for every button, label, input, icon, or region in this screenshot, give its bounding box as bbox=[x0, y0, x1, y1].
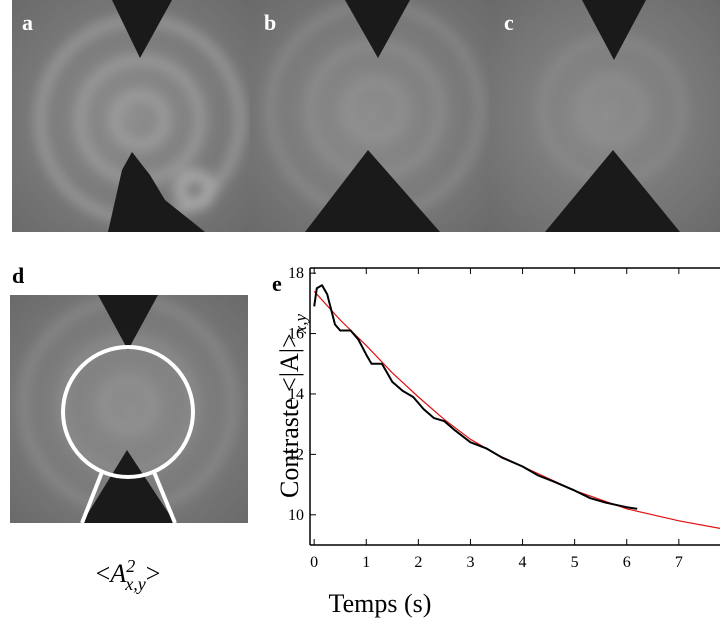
y-tick-label: 16 bbox=[288, 326, 304, 343]
average-label: <A2 x,y> bbox=[96, 556, 161, 594]
panel-label: b bbox=[264, 10, 276, 35]
photo-c bbox=[490, 0, 720, 232]
y-tick-label: 18 bbox=[288, 265, 304, 282]
y-tick-label: 12 bbox=[288, 446, 304, 463]
subscript: x,y bbox=[124, 574, 145, 594]
x-tick-label: 4 bbox=[519, 554, 527, 571]
photo-a bbox=[12, 0, 250, 232]
x-tick-label: 1 bbox=[362, 554, 370, 571]
symbol: A bbox=[108, 559, 126, 588]
data-line bbox=[313, 290, 720, 529]
panel-label: e bbox=[272, 271, 282, 296]
y-label-text: Contraste <|A|> bbox=[275, 333, 304, 498]
y-label-sub: x,y bbox=[291, 314, 310, 335]
y-tick-label: 10 bbox=[288, 507, 304, 524]
data-line bbox=[313, 284, 638, 510]
bracket: > bbox=[146, 559, 161, 588]
x-tick-label: 5 bbox=[571, 554, 579, 571]
superscript: 2 bbox=[126, 556, 135, 576]
x-tick-label: 0 bbox=[310, 554, 318, 571]
panel-label: a bbox=[22, 10, 33, 35]
y-tick-label: 14 bbox=[288, 386, 304, 403]
y-axis-label: Contraste <|A|>x,y bbox=[275, 314, 310, 498]
panel-label: d bbox=[12, 263, 24, 288]
x-tick-label: 2 bbox=[414, 554, 422, 571]
x-tick-label: 7 bbox=[675, 554, 683, 571]
panel-label: c bbox=[504, 10, 514, 35]
photo-b bbox=[250, 0, 490, 232]
x-tick-label: 6 bbox=[623, 554, 631, 571]
x-tick-label: 3 bbox=[466, 554, 474, 571]
bracket: < bbox=[96, 559, 111, 588]
photo-d bbox=[10, 295, 248, 523]
x-axis-label: Temps (s) bbox=[329, 589, 432, 618]
